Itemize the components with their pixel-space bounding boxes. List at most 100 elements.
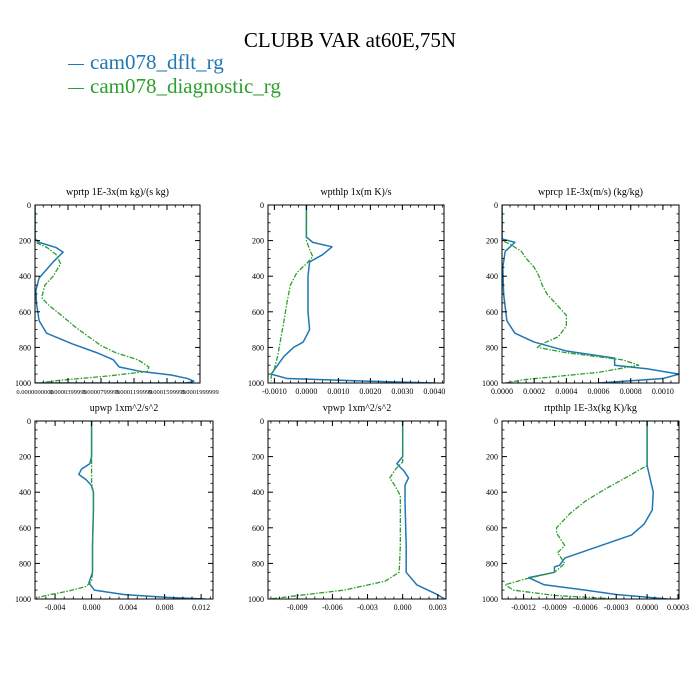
y-tick-label: 600 bbox=[19, 308, 31, 317]
x-tick-label: -0.0010 bbox=[262, 387, 287, 396]
y-tick-label: 600 bbox=[252, 524, 264, 533]
x-tick-label: 0.0040 bbox=[423, 387, 445, 396]
panel-4: upwp 1xm^2/s^2 0 200 400 600 800 1000 -0.004 0.0… bbox=[15, 403, 214, 612]
x-tick-label: 0.000 bbox=[83, 603, 101, 612]
x-tick-label: 0.0000799999 bbox=[82, 389, 119, 396]
y-tick-label: 400 bbox=[486, 272, 498, 281]
y-tick-label: 1000 bbox=[15, 379, 31, 388]
x-tick-label: 0.003 bbox=[429, 603, 447, 612]
series-line-diagnostic bbox=[270, 421, 404, 599]
x-tick-label: 0.004 bbox=[119, 603, 137, 612]
x-tick-label: 0.000 bbox=[394, 603, 412, 612]
series-line-diagnostic bbox=[36, 421, 95, 599]
y-tick-label: 1000 bbox=[482, 595, 498, 604]
x-tick-label: -0.0012 bbox=[511, 603, 536, 612]
plot-frame bbox=[267, 420, 447, 600]
y-tick-label: 600 bbox=[486, 524, 498, 533]
x-tick-label: 0.0010 bbox=[652, 387, 674, 396]
y-tick-label: 0 bbox=[260, 201, 264, 210]
y-tick-label: 400 bbox=[19, 488, 31, 497]
panel-3: wprcp 1E-3x(m/s) (kg/kg) 0 200 400 600 800 100… bbox=[482, 187, 680, 396]
y-tick-label: 800 bbox=[19, 559, 31, 568]
y-tick-label: 600 bbox=[252, 308, 264, 317]
x-tick-label: 0.0001599999 bbox=[148, 389, 185, 396]
panel-title: wprtp 1E-3x(m kg)/(s kg) bbox=[66, 187, 169, 198]
series-line-dflt bbox=[35, 205, 195, 383]
x-tick-label: 0.0000 bbox=[491, 387, 513, 396]
legend-item-dflt: cam078_dflt_rg bbox=[68, 50, 281, 74]
y-tick-label: 400 bbox=[252, 272, 264, 281]
legend-item-diagnostic: cam078_diagnostic_rg bbox=[68, 74, 281, 98]
legend-label-diagnostic: cam078_diagnostic_rg bbox=[90, 74, 281, 98]
x-tick-label: -0.004 bbox=[45, 603, 66, 612]
x-tick-label: 0.0000000000 bbox=[16, 389, 53, 396]
series-line-diagnostic bbox=[35, 205, 150, 383]
panel-2: wpthlp 1x(m K)/s 0 200 400 600 800 1000-0.0010… bbox=[248, 187, 445, 396]
plot-frame bbox=[34, 204, 201, 384]
series-line-dflt bbox=[270, 205, 435, 383]
x-tick-label: 0.0000 bbox=[636, 603, 658, 612]
y-tick-label: 200 bbox=[486, 237, 498, 246]
x-tick-label: -0.0006 bbox=[573, 603, 598, 612]
panel-title: rtpthlp 1E-3x(kg K)/kg bbox=[544, 403, 637, 414]
x-tick-label: 0.008 bbox=[156, 603, 174, 612]
y-tick-label: 800 bbox=[252, 343, 264, 352]
panel-6: rtpthlp 1E-3x(kg K)/kg 0 200 400 600 800 1000 -… bbox=[482, 403, 689, 612]
x-tick-label: 0.0030 bbox=[391, 387, 413, 396]
legend-swatch-diagnostic bbox=[68, 87, 84, 89]
x-tick-label: 0.0000399999 bbox=[49, 389, 86, 396]
y-tick-label: 200 bbox=[486, 453, 498, 462]
y-tick-label: 400 bbox=[19, 272, 31, 281]
panel-title: wprcp 1E-3x(m/s) (kg/kg) bbox=[538, 187, 643, 198]
panel-1: wprtp 1E-3x(m kg)/(s kg) 0 200 400 600 800 100… bbox=[15, 187, 219, 396]
y-tick-label: 800 bbox=[252, 559, 264, 568]
x-tick-label: 0.0006 bbox=[588, 387, 610, 396]
y-tick-label: 600 bbox=[486, 308, 498, 317]
y-tick-label: 1000 bbox=[15, 595, 31, 604]
y-tick-label: 200 bbox=[252, 237, 264, 246]
series-line-dflt bbox=[502, 205, 679, 383]
series-line-dflt bbox=[396, 421, 446, 599]
series-line-dflt bbox=[528, 421, 668, 599]
x-tick-label: 0.0001199999 bbox=[115, 389, 152, 396]
y-tick-label: 200 bbox=[19, 237, 31, 246]
y-tick-label: 0 bbox=[494, 417, 498, 426]
legend-label-dflt: cam078_dflt_rg bbox=[90, 50, 224, 74]
x-tick-label: 0.0000 bbox=[295, 387, 317, 396]
x-tick-label: -0.009 bbox=[287, 603, 308, 612]
series-line-dflt bbox=[78, 421, 206, 599]
panel-title: vpwp 1xm^2/s^2 bbox=[323, 403, 392, 414]
y-tick-label: 0 bbox=[27, 201, 31, 210]
y-tick-label: 0 bbox=[494, 201, 498, 210]
y-tick-label: 1000 bbox=[248, 595, 264, 604]
panel-title: upwp 1xm^2/s^2 bbox=[90, 403, 159, 414]
legend: cam078_dflt_rg cam078_diagnostic_rg bbox=[68, 50, 281, 98]
x-tick-label: -0.0009 bbox=[542, 603, 567, 612]
y-tick-label: 0 bbox=[27, 417, 31, 426]
x-tick-label: 0.012 bbox=[192, 603, 210, 612]
panel-title: wpthlp 1x(m K)/s bbox=[320, 187, 391, 198]
x-tick-label: 0.0001999999 bbox=[181, 389, 218, 396]
plot-frame bbox=[267, 204, 445, 384]
panel-5: vpwp 1xm^2/s^2 0 200 400 600 800 1000 -0.009 -0.… bbox=[248, 403, 447, 612]
y-tick-label: 400 bbox=[486, 488, 498, 497]
x-tick-label: 0.0002 bbox=[523, 387, 545, 396]
x-tick-label: 0.0003 bbox=[667, 603, 689, 612]
y-tick-label: 400 bbox=[252, 488, 264, 497]
x-tick-label: -0.0003 bbox=[604, 603, 629, 612]
y-tick-label: 200 bbox=[252, 453, 264, 462]
x-tick-label: -0.006 bbox=[322, 603, 343, 612]
plot-frame bbox=[34, 420, 214, 600]
y-tick-label: 200 bbox=[19, 453, 31, 462]
series-line-diagnostic bbox=[504, 421, 648, 599]
y-tick-label: 1000 bbox=[248, 379, 264, 388]
y-tick-label: 800 bbox=[486, 343, 498, 352]
legend-swatch-dflt bbox=[68, 63, 84, 65]
x-tick-label: 0.0004 bbox=[555, 387, 577, 396]
figure-title: CLUBB VAR at60E,75N bbox=[243, 28, 457, 52]
x-tick-label: 0.0020 bbox=[359, 387, 381, 396]
x-tick-label: -0.003 bbox=[357, 603, 378, 612]
series-line-diagnostic bbox=[270, 205, 314, 382]
y-tick-label: 0 bbox=[260, 417, 264, 426]
